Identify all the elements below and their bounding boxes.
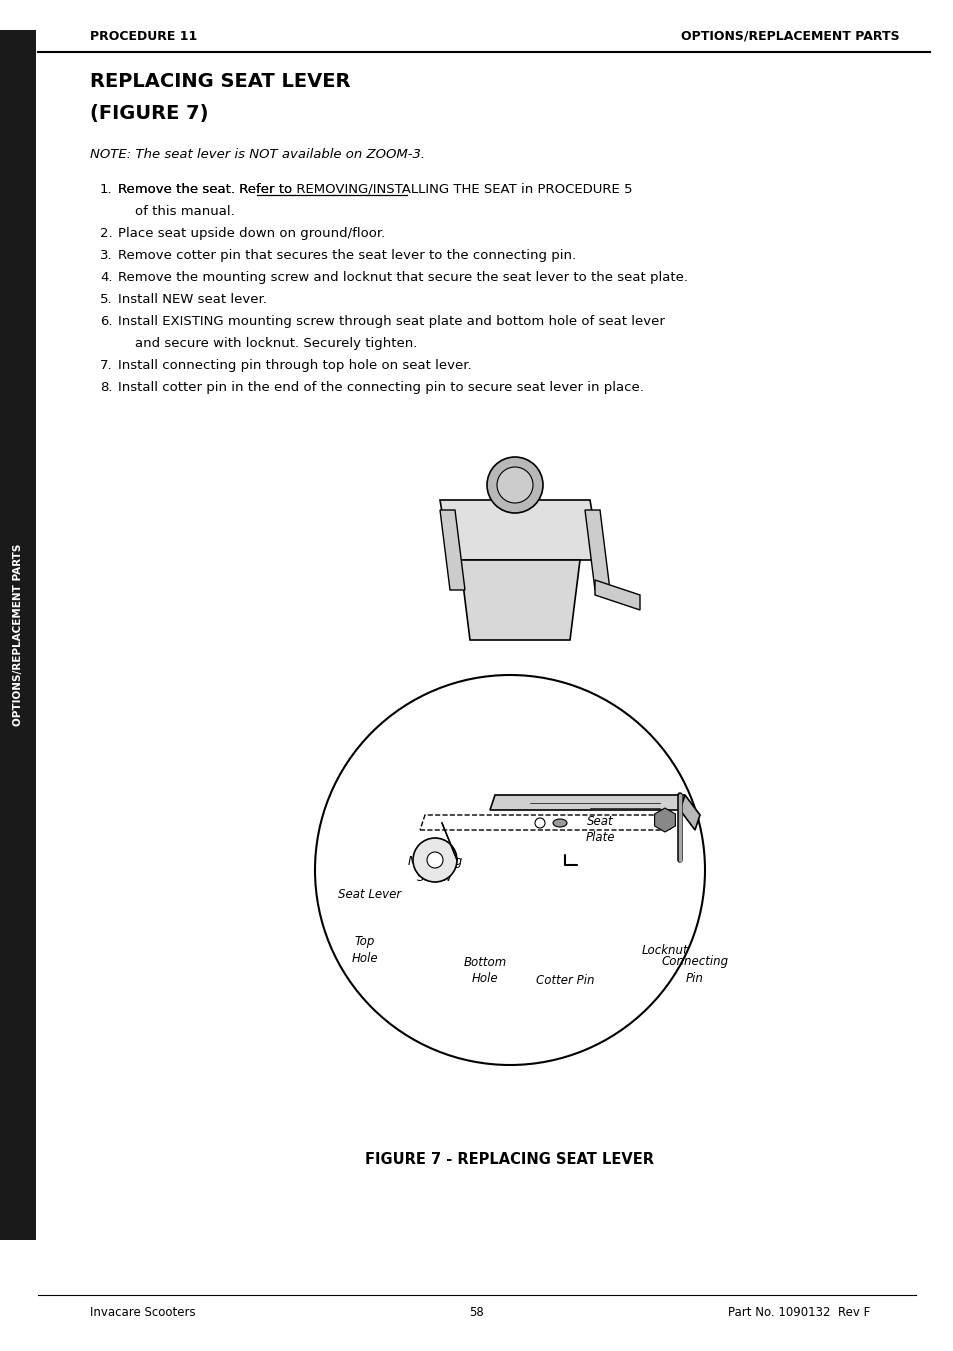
Text: Seat
Plate: Seat Plate (584, 815, 614, 844)
Text: Connecting
Pin: Connecting Pin (660, 955, 728, 985)
Text: Mounting
Screw: Mounting Screw (407, 855, 462, 884)
Polygon shape (439, 509, 464, 590)
Text: Remove the mounting screw and locknut that secure the seat lever to the seat pla: Remove the mounting screw and locknut th… (118, 272, 687, 284)
Text: Locknut: Locknut (641, 943, 688, 957)
Text: Remove the seat. Refer to: Remove the seat. Refer to (118, 182, 296, 196)
Circle shape (497, 467, 533, 503)
Text: Top
Hole: Top Hole (352, 935, 378, 965)
Polygon shape (584, 509, 609, 590)
Text: Install EXISTING mounting screw through seat plate and bottom hole of seat lever: Install EXISTING mounting screw through … (118, 315, 664, 328)
Text: Remove cotter pin that secures the seat lever to the connecting pin.: Remove cotter pin that secures the seat … (118, 249, 576, 262)
Circle shape (427, 852, 442, 867)
Circle shape (486, 457, 542, 513)
Text: Install connecting pin through top hole on seat lever.: Install connecting pin through top hole … (118, 359, 471, 372)
Text: 1.: 1. (100, 182, 112, 196)
Text: 6.: 6. (100, 315, 112, 328)
Text: (FIGURE 7): (FIGURE 7) (90, 104, 209, 123)
Polygon shape (595, 580, 639, 611)
Text: 7.: 7. (100, 359, 112, 372)
Circle shape (413, 838, 456, 882)
Text: REPLACING SEAT LEVER: REPLACING SEAT LEVER (90, 72, 350, 91)
Text: NOTE: The seat lever is NOT available on ZOOM-3.: NOTE: The seat lever is NOT available on… (90, 149, 425, 161)
Bar (0, 30, 36, 1240)
Text: Invacare Scooters: Invacare Scooters (90, 1305, 195, 1319)
Text: Cotter Pin: Cotter Pin (536, 974, 594, 986)
Text: 8.: 8. (100, 381, 112, 394)
Text: Bottom
Hole: Bottom Hole (463, 955, 506, 985)
Polygon shape (490, 794, 684, 811)
Text: FIGURE 7 - REPLACING SEAT LEVER: FIGURE 7 - REPLACING SEAT LEVER (365, 1152, 654, 1167)
Text: 5.: 5. (100, 293, 112, 305)
Text: Place seat upside down on ground/floor.: Place seat upside down on ground/floor. (118, 227, 385, 240)
Text: of this manual.: of this manual. (135, 205, 234, 218)
Bar (497, 470, 522, 500)
Text: Seat Lever: Seat Lever (338, 889, 401, 901)
Polygon shape (459, 561, 579, 640)
Text: OPTIONS/REPLACEMENT PARTS: OPTIONS/REPLACEMENT PARTS (680, 30, 899, 42)
Text: and secure with locknut. Securely tighten.: and secure with locknut. Securely tighte… (135, 336, 417, 350)
Circle shape (535, 817, 544, 828)
Text: 3.: 3. (100, 249, 112, 262)
Text: Install NEW seat lever.: Install NEW seat lever. (118, 293, 267, 305)
Text: 2.: 2. (100, 227, 112, 240)
Polygon shape (679, 794, 700, 830)
Ellipse shape (553, 819, 566, 827)
Text: 58: 58 (469, 1305, 484, 1319)
Text: Remove the seat. Refer to REMOVING/INSTALLING THE SEAT in PROCEDURE 5: Remove the seat. Refer to REMOVING/INSTA… (118, 182, 632, 196)
Text: Part No. 1090132  Rev F: Part No. 1090132 Rev F (727, 1305, 869, 1319)
Text: 4.: 4. (100, 272, 112, 284)
Text: PROCEDURE 11: PROCEDURE 11 (90, 30, 197, 42)
Text: OPTIONS/REPLACEMENT PARTS: OPTIONS/REPLACEMENT PARTS (13, 544, 23, 727)
Polygon shape (439, 500, 599, 561)
Text: Install cotter pin in the end of the connecting pin to secure seat lever in plac: Install cotter pin in the end of the con… (118, 381, 643, 394)
